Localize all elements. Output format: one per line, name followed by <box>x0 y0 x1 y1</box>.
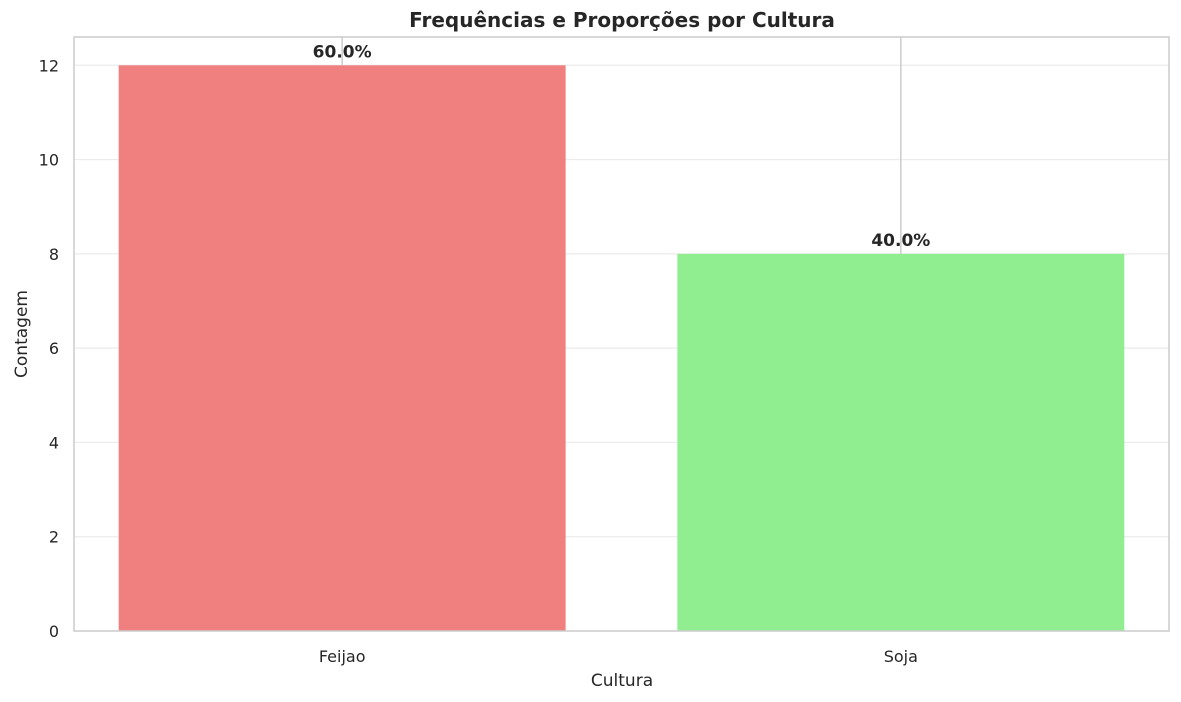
x-tick-label: Feijao <box>319 647 366 666</box>
bar-feijao <box>118 65 566 632</box>
y-tick-label: 4 <box>49 433 59 452</box>
bars <box>118 65 1125 632</box>
y-axis-ticks: 0 2 4 6 8 10 12 <box>39 56 59 641</box>
y-tick-label: 8 <box>49 245 59 264</box>
plot-frame <box>73 36 1170 632</box>
x-tick-label: Soja <box>884 647 918 666</box>
chart-title: Frequências e Proporções por Cultura <box>409 8 835 32</box>
data-label: 40.0% <box>871 231 930 251</box>
y-tick-label: 10 <box>39 151 59 170</box>
y-axis-label: Contagem <box>12 290 32 378</box>
error-lines <box>341 37 902 254</box>
data-labels: 60.0% 40.0% <box>313 42 931 251</box>
y-tick-label: 12 <box>39 56 59 75</box>
y-tick-label: 6 <box>49 339 59 358</box>
x-axis-ticks: Feijao Soja <box>319 647 918 666</box>
y-tick-label: 2 <box>49 528 59 547</box>
y-tick-label: 0 <box>49 622 59 641</box>
x-axis-label: Cultura <box>591 671 653 691</box>
data-label: 60.0% <box>313 42 372 62</box>
bar-soja <box>677 253 1125 631</box>
